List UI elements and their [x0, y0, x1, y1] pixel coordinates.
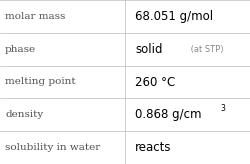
Text: molar mass: molar mass [5, 12, 66, 21]
Text: reacts: reacts [135, 141, 172, 154]
Text: density: density [5, 110, 43, 119]
Text: solubility in water: solubility in water [5, 143, 100, 152]
Text: melting point: melting point [5, 78, 76, 86]
Text: solid: solid [135, 43, 162, 56]
Text: 260 °C: 260 °C [135, 75, 175, 89]
Text: phase: phase [5, 45, 36, 54]
Text: 3: 3 [220, 104, 225, 113]
Text: 68.051 g/mol: 68.051 g/mol [135, 10, 213, 23]
Text: (at STP): (at STP) [188, 45, 223, 54]
Text: 0.868 g/cm: 0.868 g/cm [135, 108, 202, 121]
